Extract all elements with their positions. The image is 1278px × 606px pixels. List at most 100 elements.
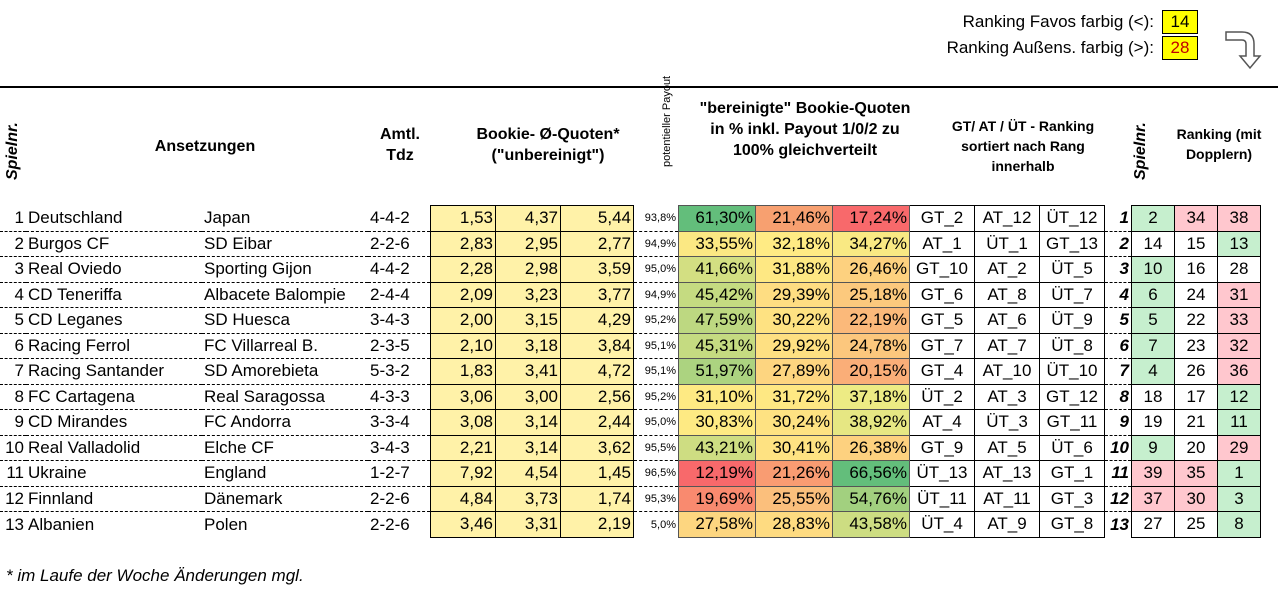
pct-draw[interactable]: 31,88% bbox=[755, 256, 833, 283]
row-number[interactable]: 4 bbox=[0, 282, 26, 308]
rank-dopp-2[interactable]: 17 bbox=[1174, 383, 1218, 410]
rank-dopp-3[interactable]: 28 bbox=[1217, 256, 1261, 283]
odds-away[interactable]: 1,45 bbox=[560, 460, 634, 487]
pct-home[interactable]: 31,10% bbox=[678, 383, 756, 410]
rank-3[interactable]: ÜT_5 bbox=[1039, 256, 1105, 283]
odds-away[interactable]: 3,84 bbox=[560, 332, 634, 359]
payout-cell[interactable]: 95,0% bbox=[633, 256, 679, 283]
pct-away[interactable]: 34,27% bbox=[832, 230, 910, 257]
rank-dopp-1[interactable]: 5 bbox=[1131, 307, 1175, 334]
pct-away[interactable]: 66,56% bbox=[832, 460, 910, 487]
pct-home[interactable]: 43,21% bbox=[678, 434, 756, 461]
away-team[interactable]: FC Villarreal B. bbox=[202, 333, 368, 359]
rank-2[interactable]: ÜT_1 bbox=[974, 230, 1040, 257]
tdz-cell[interactable]: 1-2-7 bbox=[368, 460, 431, 487]
away-team[interactable]: SD Amorebieta bbox=[202, 358, 368, 385]
rank-1[interactable]: GT_6 bbox=[909, 281, 975, 308]
rank-3[interactable]: ÜT_9 bbox=[1039, 307, 1105, 334]
pct-away[interactable]: 24,78% bbox=[832, 332, 910, 359]
row-number[interactable]: 6 bbox=[0, 333, 26, 359]
rank-dopp-2[interactable]: 30 bbox=[1174, 485, 1218, 512]
payout-cell[interactable]: 95,2% bbox=[633, 384, 679, 410]
odds-draw[interactable]: 3,15 bbox=[495, 307, 561, 334]
tdz-cell[interactable]: 4-3-3 bbox=[368, 384, 431, 410]
odds-draw[interactable]: 4,54 bbox=[495, 460, 561, 487]
rank-3[interactable]: GT_3 bbox=[1039, 485, 1105, 512]
payout-cell[interactable]: 95,2% bbox=[633, 307, 679, 334]
odds-home[interactable]: 1,53 bbox=[430, 205, 496, 232]
spielnr-cell[interactable]: 2 bbox=[1104, 231, 1132, 257]
payout-cell[interactable]: 94,9% bbox=[633, 231, 679, 257]
rank-1[interactable]: GT_2 bbox=[909, 205, 975, 232]
away-team[interactable]: Elche CF bbox=[202, 435, 368, 461]
pct-away[interactable]: 26,38% bbox=[832, 434, 910, 461]
rank-3[interactable]: GT_13 bbox=[1039, 230, 1105, 257]
spielnr-cell[interactable]: 8 bbox=[1104, 384, 1132, 410]
tdz-cell[interactable]: 3-3-4 bbox=[368, 409, 431, 436]
rank-1[interactable]: GT_9 bbox=[909, 434, 975, 461]
rank-1[interactable]: AT_4 bbox=[909, 409, 975, 436]
pct-home[interactable]: 41,66% bbox=[678, 256, 756, 283]
pct-home[interactable]: 61,30% bbox=[678, 205, 756, 232]
payout-cell[interactable]: 95,3% bbox=[633, 486, 679, 512]
home-team[interactable]: Racing Santander bbox=[26, 358, 202, 385]
odds-home[interactable]: 2,83 bbox=[430, 230, 496, 257]
rank-dopp-1[interactable]: 6 bbox=[1131, 281, 1175, 308]
odds-draw[interactable]: 3,73 bbox=[495, 485, 561, 512]
home-team[interactable]: Albanien bbox=[28, 514, 95, 534]
odds-away[interactable]: 3,77 bbox=[560, 281, 634, 308]
away-team[interactable]: England bbox=[202, 460, 368, 487]
rank-dopp-3[interactable]: 32 bbox=[1217, 332, 1261, 359]
row-number[interactable]: 12 bbox=[0, 486, 26, 512]
spielnr-cell[interactable]: 12 bbox=[1104, 486, 1132, 512]
rank-3[interactable]: ÜT_12 bbox=[1039, 205, 1105, 232]
row-number[interactable]: 11 bbox=[0, 460, 26, 487]
rank-2[interactable]: AT_8 bbox=[974, 281, 1040, 308]
rank-dopp-2[interactable]: 22 bbox=[1174, 307, 1218, 334]
pct-draw[interactable]: 21,46% bbox=[755, 205, 833, 232]
rank-2[interactable]: AT_7 bbox=[974, 332, 1040, 359]
rank-2[interactable]: AT_3 bbox=[974, 383, 1040, 410]
odds-draw[interactable]: 3,18 bbox=[495, 332, 561, 359]
pct-draw[interactable]: 27,89% bbox=[755, 358, 833, 385]
rank-dopp-3[interactable]: 33 bbox=[1217, 307, 1261, 334]
away-team[interactable]: SD Huesca bbox=[202, 307, 368, 334]
tdz-cell[interactable]: 2-2-6 bbox=[370, 514, 410, 534]
odds-draw[interactable]: 3,23 bbox=[495, 281, 561, 308]
rank-3[interactable]: ÜT_7 bbox=[1039, 281, 1105, 308]
odds-draw[interactable]: 4,37 bbox=[495, 205, 561, 232]
pct-home[interactable]: 30,83% bbox=[678, 409, 756, 436]
odds-home[interactable]: 2,00 bbox=[430, 307, 496, 334]
odds-away[interactable]: 1,74 bbox=[560, 485, 634, 512]
tdz-cell[interactable]: 2-2-6 bbox=[368, 231, 431, 257]
rank-dopp-2[interactable]: 21 bbox=[1174, 409, 1218, 436]
away-team[interactable]: SD Eibar bbox=[202, 231, 368, 257]
rank-dopp-3[interactable]: 38 bbox=[1217, 205, 1261, 232]
rank-1[interactable]: GT_7 bbox=[909, 332, 975, 359]
pct-home[interactable]: 27,58% bbox=[678, 511, 756, 538]
rank-dopp-2[interactable]: 20 bbox=[1174, 434, 1218, 461]
rank-1[interactable]: ÜT_11 bbox=[909, 485, 975, 512]
rank-3[interactable]: ÜT_8 bbox=[1039, 332, 1105, 359]
rank-3[interactable]: GT_8 bbox=[1039, 511, 1105, 538]
away-team[interactable]: Real Saragossa bbox=[202, 384, 368, 410]
home-team[interactable]: CD Mirandes bbox=[26, 409, 202, 436]
odds-away[interactable]: 2,77 bbox=[560, 230, 634, 257]
rank-dopp-1[interactable]: 7 bbox=[1131, 332, 1175, 359]
rank-3[interactable]: GT_11 bbox=[1039, 409, 1105, 436]
row-number[interactable]: 9 bbox=[0, 409, 26, 436]
pct-draw[interactable]: 31,72% bbox=[755, 383, 833, 410]
away-team[interactable]: Polen bbox=[204, 514, 248, 534]
row-number[interactable]: 8 bbox=[0, 384, 26, 410]
odds-home[interactable]: 2,21 bbox=[430, 434, 496, 461]
payout-cell[interactable]: 93,8% bbox=[633, 205, 679, 232]
outs-value[interactable]: 28 bbox=[1162, 36, 1198, 60]
rank-dopp-1[interactable]: 14 bbox=[1131, 230, 1175, 257]
odds-away[interactable]: 5,44 bbox=[560, 205, 634, 232]
rank-dopp-1[interactable]: 27 bbox=[1131, 511, 1175, 538]
away-team[interactable]: Dänemark bbox=[202, 486, 368, 512]
rank-2[interactable]: AT_11 bbox=[974, 485, 1040, 512]
spielnr-cell[interactable]: 6 bbox=[1104, 333, 1132, 359]
favs-value[interactable]: 14 bbox=[1162, 10, 1198, 34]
home-team[interactable]: Ukraine bbox=[26, 460, 202, 487]
